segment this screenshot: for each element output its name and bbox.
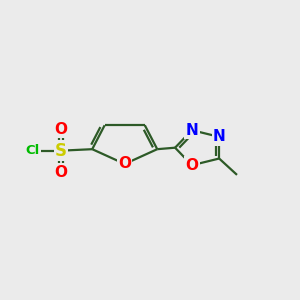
Text: N: N (185, 123, 198, 138)
Text: Cl: Cl (26, 144, 40, 157)
Text: S: S (55, 142, 67, 160)
Text: O: O (185, 158, 198, 173)
Text: O: O (55, 122, 68, 137)
Text: O: O (118, 157, 131, 172)
Text: O: O (55, 165, 68, 180)
Text: N: N (213, 129, 226, 144)
